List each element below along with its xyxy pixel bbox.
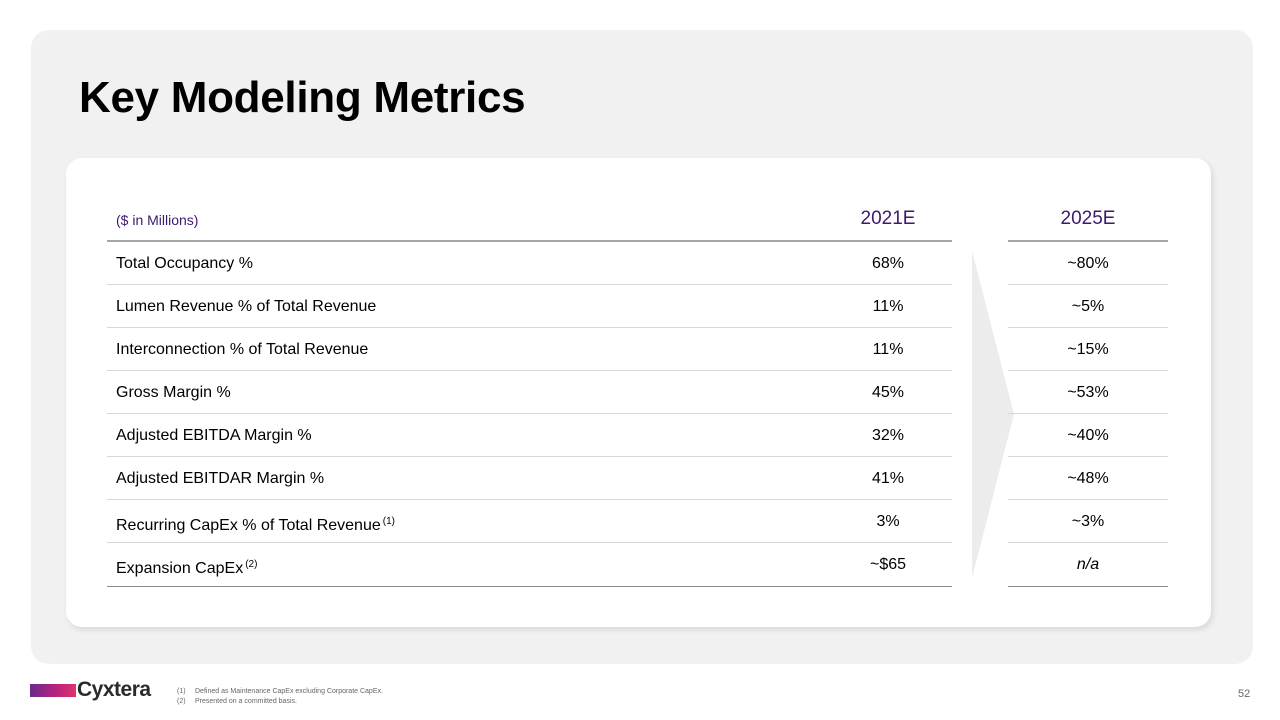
row-divider — [107, 456, 952, 457]
footnote-number: (1) — [177, 688, 186, 695]
footnote-marker: (1) — [382, 516, 395, 527]
value-2021e: 32% — [871, 427, 905, 444]
logo-bar-icon — [30, 684, 76, 697]
page-title: Key Modeling Metrics — [79, 73, 526, 122]
footnotes: (1) Defined as Maintenance CapEx excludin… — [177, 687, 383, 707]
row-label-text: Recurring CapEx % of Total Revenue — [116, 517, 381, 534]
table-bottom-rule — [1008, 586, 1168, 587]
value-2025e: ~15% — [1067, 341, 1109, 358]
units-label: ($ in Millions) — [116, 212, 199, 228]
header-rule-left — [107, 240, 952, 242]
row-label: Adjusted EBITDA Margin % — [116, 427, 312, 444]
value-2025e: ~5% — [1071, 298, 1105, 315]
row-divider — [1008, 542, 1168, 543]
row-divider — [1008, 456, 1168, 457]
row-label: Gross Margin % — [116, 384, 231, 401]
row-label: Expansion CapEx (2) — [116, 555, 257, 579]
chevron-arrow-icon — [972, 251, 1014, 578]
row-label: Recurring CapEx % of Total Revenue (1) — [116, 512, 395, 536]
row-divider — [1008, 499, 1168, 500]
value-2021e: 3% — [876, 513, 900, 530]
value-2025e: ~3% — [1071, 513, 1105, 530]
value-2021e: 45% — [871, 384, 905, 401]
row-divider — [107, 327, 952, 328]
row-divider — [107, 284, 952, 285]
row-divider — [1008, 327, 1168, 328]
value-2025e: n/a — [1076, 556, 1100, 573]
logo-wordmark: Cyxtera — [77, 678, 151, 701]
row-divider — [1008, 413, 1168, 414]
value-2021e: 68% — [871, 255, 905, 272]
row-label: Interconnection % of Total Revenue — [116, 341, 369, 358]
value-2021e: 41% — [871, 470, 905, 487]
row-label: Total Occupancy % — [116, 255, 253, 272]
value-2021e: 11% — [872, 341, 904, 358]
row-label: Lumen Revenue % of Total Revenue — [116, 298, 377, 315]
row-divider — [107, 499, 952, 500]
row-label: Adjusted EBITDAR Margin % — [116, 470, 325, 487]
row-divider — [1008, 370, 1168, 371]
column-header-2025e: 2025E — [1060, 208, 1116, 229]
footnote-marker: (2) — [245, 559, 258, 570]
value-2021e: 11% — [872, 298, 904, 315]
value-2025e: ~40% — [1067, 427, 1109, 444]
footnote-text: Presented on a committed basis. — [195, 698, 297, 705]
page-number: 52 — [1238, 688, 1251, 700]
cyxtera-logo: Cyxtera — [30, 678, 151, 701]
footnote: (2) Presented on a committed basis. — [177, 697, 383, 707]
value-2025e: ~48% — [1067, 470, 1109, 487]
footnote-number: (2) — [177, 698, 186, 705]
value-2025e: ~80% — [1067, 255, 1109, 272]
column-header-2021e: 2021E — [860, 208, 916, 229]
row-divider — [107, 542, 952, 543]
row-divider — [107, 370, 952, 371]
row-divider — [1008, 284, 1168, 285]
value-2021e: ~$65 — [869, 556, 907, 573]
row-label-text: Expansion CapEx — [116, 560, 244, 577]
row-divider — [107, 413, 952, 414]
footnote-text: Defined as Maintenance CapEx excluding C… — [195, 688, 383, 695]
table-bottom-rule — [107, 586, 952, 587]
footnote: (1) Defined as Maintenance CapEx excludin… — [177, 687, 383, 697]
header-rule-right — [1008, 240, 1168, 242]
value-2025e: ~53% — [1067, 384, 1109, 401]
metrics-card — [66, 158, 1211, 627]
